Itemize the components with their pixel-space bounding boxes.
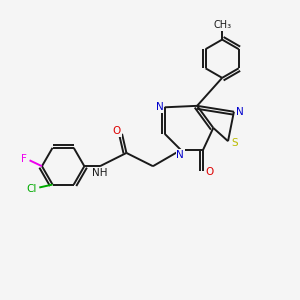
Text: N: N [176,150,184,160]
Text: O: O [112,126,121,136]
Text: F: F [21,154,27,164]
Text: S: S [231,138,238,148]
Text: NH: NH [92,168,108,178]
Text: N: N [155,102,163,112]
Text: N: N [236,107,244,117]
Text: O: O [206,167,214,177]
Text: Cl: Cl [27,184,37,194]
Text: CH₃: CH₃ [213,20,231,30]
